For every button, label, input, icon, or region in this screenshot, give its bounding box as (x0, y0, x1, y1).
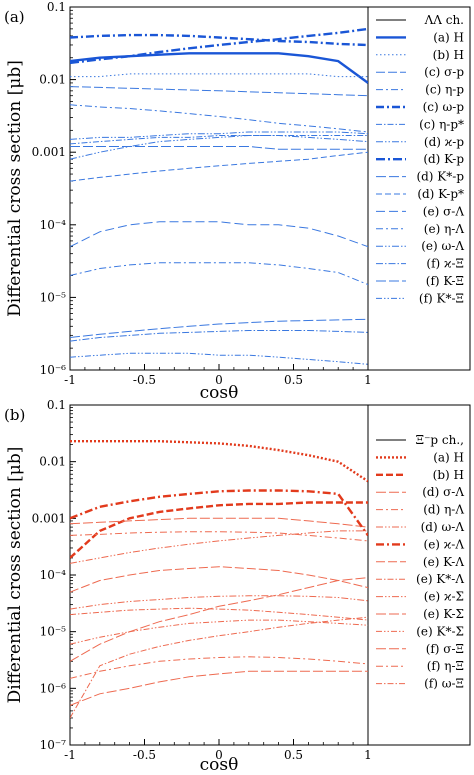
series-line (70, 577, 368, 662)
legend-entry: (f) ϰ-Ξ (426, 257, 464, 271)
x-tick-label: 0.5 (284, 748, 303, 762)
legend-title: Ξ⁻p ch., (416, 433, 464, 447)
x-axis-label: cosθ (200, 755, 239, 775)
y-tick-label: 10⁻⁵ (40, 290, 67, 304)
x-tick-label: 1 (364, 748, 372, 762)
legend-entry: (d) σ-Λ (422, 485, 464, 499)
y-tick-label: 0.01 (39, 73, 66, 87)
y-tick-label: 10⁻⁶ (40, 681, 67, 695)
series-group (70, 440, 368, 719)
legend-entry: (f) σ-Ξ (426, 642, 464, 656)
series-line (70, 619, 368, 645)
legend-entry: (f) K*-Ξ (419, 291, 464, 305)
series-line (70, 151, 368, 182)
legend-entry: (c) σ-p (424, 65, 464, 79)
legend-entry: (a) H (433, 450, 464, 464)
legend-entry: (e) ϰ-Σ (424, 590, 464, 604)
y-tick-label: 10⁻⁴ (40, 218, 67, 232)
y-tick-label: 10⁻⁷ (40, 738, 67, 752)
series-line (70, 33, 368, 47)
series-line (70, 318, 368, 338)
legend-entry: (c) ω-p (423, 100, 465, 114)
legend-entry: (e) η-Λ (424, 222, 465, 236)
legend-entry: (f) K-Ξ (426, 274, 464, 288)
series-line (70, 73, 368, 78)
series-line (70, 517, 368, 528)
series-line (70, 616, 368, 719)
legend-entry: (e) K-Λ (423, 555, 464, 569)
series-line (70, 489, 368, 537)
series-line (70, 566, 368, 593)
series-line (70, 221, 368, 248)
legend-entry: (e) ω-Λ (421, 239, 464, 253)
legend-entry: (b) H (433, 48, 464, 62)
series-line (70, 501, 368, 559)
y-tick-label: 10⁻⁵ (40, 625, 67, 639)
legend-entry: (d) K-p (423, 152, 464, 166)
series-line (70, 531, 368, 542)
x-tick-label: -0.5 (133, 748, 156, 762)
x-tick-label: -0.5 (133, 373, 156, 387)
series-line (70, 607, 368, 621)
x-tick-label: -1 (64, 373, 76, 387)
y-tick-label: 0.1 (47, 398, 66, 412)
y-axis-label: Differential cross section [μb] (5, 60, 25, 317)
panel-label: (a) (4, 8, 25, 26)
x-tick-label: 0 (215, 373, 223, 387)
legend-entry: (d) K-p* (417, 187, 464, 201)
plot-frame (69, 6, 471, 371)
series-line (70, 330, 368, 342)
legend-entry: (f) ω-Ξ (424, 677, 464, 691)
series-line (70, 131, 368, 140)
legend-entry: (a) H (433, 30, 464, 44)
legend-entry: (d) ϰ-p (424, 135, 464, 149)
series-line (70, 530, 368, 564)
legend-entry: (e) ϰ-Λ (424, 537, 465, 551)
legend-entry: (e) σ-Λ (423, 204, 465, 218)
series-line (70, 104, 368, 133)
series-line (70, 656, 368, 679)
y-tick-label: 10⁻⁴ (40, 568, 67, 582)
legend-entry: (d) K*-p (416, 170, 464, 184)
y-tick-label: 0.001 (32, 511, 66, 525)
x-tick-label: 0 (215, 748, 223, 762)
series-line (70, 135, 368, 145)
series-line (70, 86, 368, 97)
y-tick-label: 10⁻⁶ (40, 363, 67, 377)
legend-entry: (d) η-Λ (423, 503, 464, 517)
series-group (70, 27, 368, 365)
x-tick-label: -1 (64, 748, 76, 762)
panel-label: (b) (4, 406, 25, 424)
y-tick-label: 0.1 (47, 0, 66, 14)
legend-entry: (c) η-p (425, 83, 464, 97)
x-tick-label: 1 (364, 373, 372, 387)
legend-entry: (d) ω-Λ (421, 520, 465, 534)
x-tick-label: 0.5 (284, 373, 303, 387)
legend-entry: (e) K*-Λ (416, 572, 464, 586)
legend-entry: (e) K*-Σ (416, 624, 464, 638)
series-line (70, 670, 368, 706)
series-line (70, 52, 368, 84)
y-axis-label: Differential cross section [μb] (5, 447, 25, 704)
legend-entry: (b) H (433, 468, 464, 482)
series-line (70, 595, 368, 610)
series-line (70, 440, 368, 483)
series-line (70, 262, 368, 286)
panel-a: 10⁻⁶ 10⁻⁵ 10⁻⁴ 0.001 0.01 0.1 -1 -0.5 0 0.5 1 cosθ D… (4, 0, 471, 403)
legend-entry: (c) η-p* (419, 117, 464, 131)
y-tick-label: 0.01 (39, 455, 66, 469)
legend-title: ΛΛ ch. (424, 13, 464, 27)
y-tick-label: 0.001 (32, 145, 66, 159)
panel-b: 10⁻⁷ 10⁻⁶ 10⁻⁵ 10⁻⁴ 0.001 0.01 0.1 -1 -0.5 0 0.5 1 c… (4, 398, 471, 775)
legend-entry: (e) K-Σ (423, 607, 464, 621)
x-axis-label: cosθ (200, 383, 239, 403)
series-line (70, 146, 368, 150)
legend-entry: (f) η-Ξ (427, 659, 464, 673)
series-line (70, 352, 368, 365)
series-line (70, 135, 368, 160)
